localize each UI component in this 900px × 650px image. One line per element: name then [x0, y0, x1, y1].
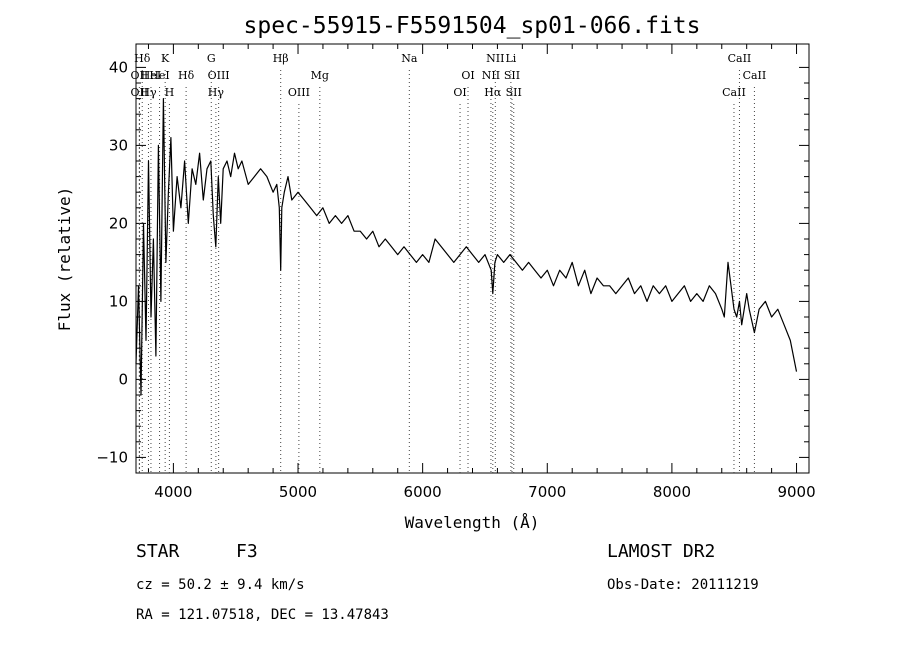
- line-label: SII: [504, 69, 520, 82]
- x-axis-label: Wavelength (Å): [405, 513, 540, 532]
- line-label: CaII: [722, 86, 746, 99]
- line-label: OII: [131, 69, 149, 82]
- line-label: CaII: [743, 69, 767, 82]
- redshift-text: cz = 50.2 ± 9.4 km/s: [136, 577, 305, 593]
- line-label: OI: [453, 86, 466, 99]
- axis-ticks: 4000 5000 6000 7000 8000 9000 −10 0 10 20 30 40: [96, 44, 816, 501]
- line-label: SII: [506, 86, 522, 99]
- y-tick-label: 0: [118, 370, 128, 388]
- y-tick-label: −10: [96, 448, 128, 466]
- x-tick-label: 4000: [154, 483, 192, 501]
- line-label: OII: [131, 86, 149, 99]
- survey-name: LAMOST DR2: [607, 541, 715, 562]
- spectrum-line: [135, 97, 798, 396]
- line-label: OIII: [288, 86, 310, 99]
- y-axis-label: Flux (relative): [55, 187, 74, 332]
- line-label: Hγ: [208, 86, 225, 99]
- y-tick-label: 40: [109, 58, 128, 76]
- line-label: H: [165, 86, 175, 99]
- x-tick-label: 7000: [528, 483, 566, 501]
- x-tick-label: 5000: [279, 483, 317, 501]
- line-label: NII: [482, 69, 500, 82]
- line-label: Hβ: [273, 52, 289, 65]
- coordinates-text: RA = 121.07518, DEC = 13.47843: [136, 607, 389, 623]
- line-label: CaII: [728, 52, 752, 65]
- x-tick-label: 6000: [404, 483, 442, 501]
- line-label: Hα: [484, 86, 502, 99]
- x-tick-label: 9000: [777, 483, 815, 501]
- y-tick-label: 30: [109, 136, 128, 154]
- line-label: Hδ: [134, 52, 151, 65]
- line-label: Li: [505, 52, 516, 65]
- line-label: K: [161, 52, 170, 65]
- line-label: G: [207, 52, 216, 65]
- spectrum-series: [135, 97, 798, 396]
- plot-frame: [135, 43, 810, 474]
- y-tick-label: 10: [109, 292, 128, 310]
- line-label: HeI: [149, 69, 169, 82]
- line-label: NII: [486, 52, 504, 65]
- obs-date: Obs-Date: 20111219: [607, 577, 759, 593]
- line-label: OIII: [208, 69, 230, 82]
- chart-title: spec-55915-F5591504_sp01-066.fits: [244, 13, 701, 39]
- line-label: HeI: [141, 69, 161, 82]
- spectral-line-markers: HδOIIOIIHeIHγKHeIHHδGOIIIHγHβOIIIMgNaOIO…: [131, 52, 767, 473]
- line-label: Na: [401, 52, 418, 65]
- line-label: Hγ: [140, 86, 157, 99]
- line-label: OI: [461, 69, 474, 82]
- object-subclass: F3: [236, 541, 258, 562]
- line-label: Mg: [311, 69, 329, 82]
- line-label: Hδ: [178, 69, 195, 82]
- y-tick-label: 20: [109, 214, 128, 232]
- x-tick-label: 8000: [653, 483, 691, 501]
- object-class: STAR: [136, 541, 180, 562]
